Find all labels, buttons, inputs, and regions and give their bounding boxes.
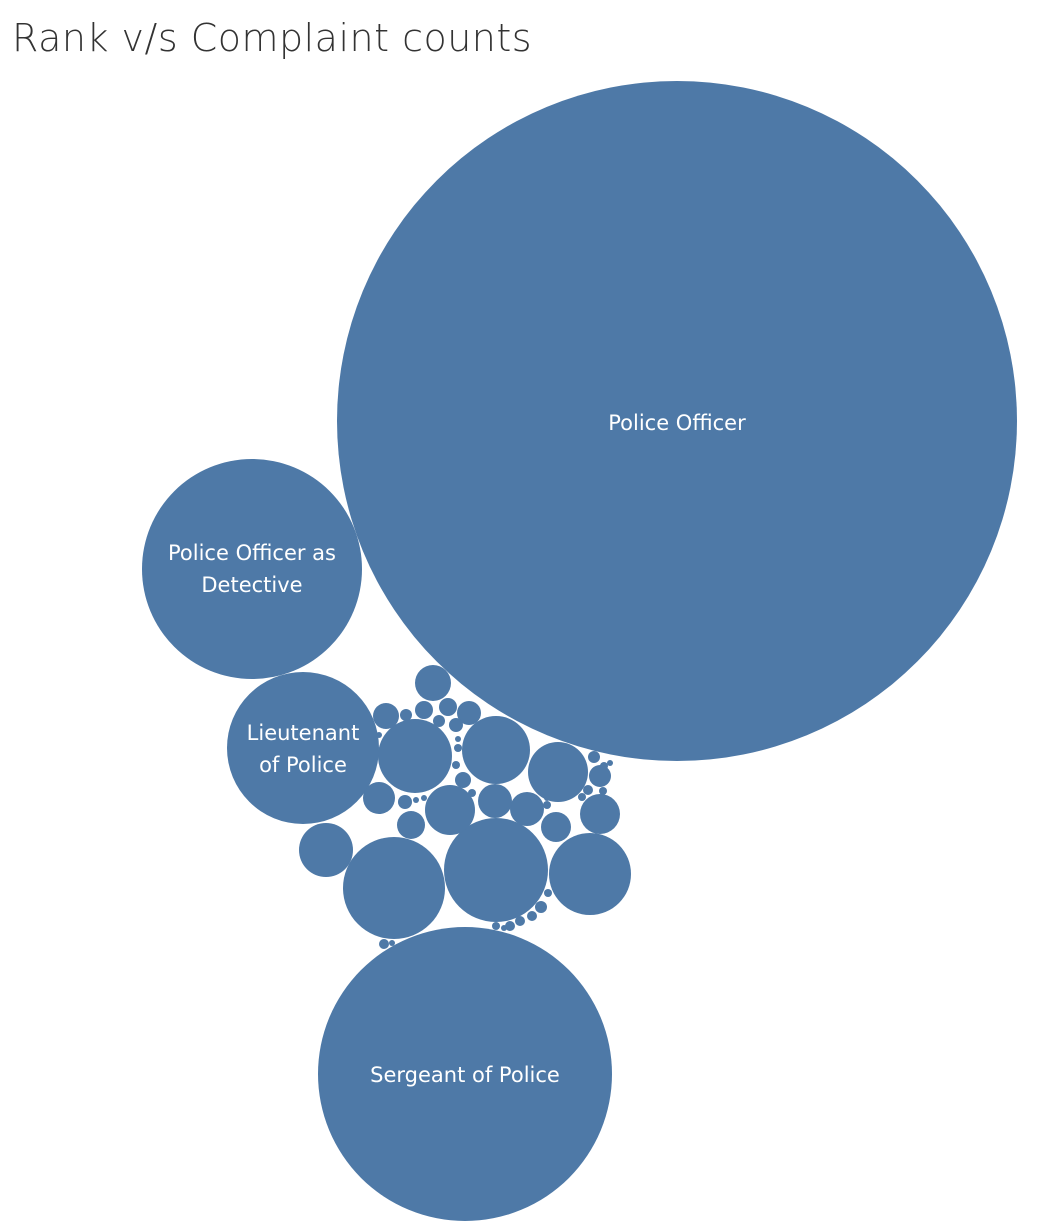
bubble-small-15[interactable] — [397, 811, 425, 839]
bubble-small-7[interactable] — [299, 823, 353, 877]
bubble-small-25[interactable] — [433, 715, 445, 727]
bubble-label: Police Officer — [608, 411, 746, 435]
bubble-small-42[interactable] — [454, 744, 462, 752]
bubble-small-44[interactable] — [421, 795, 427, 801]
bubble-small-21[interactable] — [449, 718, 463, 732]
bubble-small-27[interactable] — [527, 911, 537, 921]
bubble-small-36[interactable] — [543, 801, 551, 809]
bubble-small-14[interactable] — [541, 812, 571, 842]
bubble-small-11[interactable] — [510, 792, 544, 826]
bubble-small-28[interactable] — [515, 916, 525, 926]
bubble-small-26[interactable] — [535, 901, 547, 913]
bubble-small-46[interactable] — [389, 940, 395, 946]
bubble-small-18[interactable] — [589, 765, 611, 787]
bubble-small-3[interactable] — [549, 833, 631, 915]
bubble-small-19[interactable] — [439, 698, 457, 716]
bubble-small-48[interactable] — [607, 760, 613, 766]
bubble-small-37[interactable] — [544, 889, 552, 897]
bubble-label: Sergeant of Police — [370, 1063, 560, 1087]
bubble-small-24[interactable] — [398, 795, 412, 809]
bubble-small-17[interactable] — [457, 701, 481, 725]
bubble-small-34[interactable] — [599, 787, 607, 795]
bubble-small-4[interactable] — [378, 719, 452, 793]
bubble-small-13[interactable] — [363, 782, 395, 814]
bubble-lieutenant-of-police[interactable] — [227, 672, 379, 824]
bubble-small-2[interactable] — [343, 837, 445, 939]
bubble-small-45[interactable] — [413, 797, 419, 803]
chart-title: Rank v/s Complaint counts — [12, 16, 533, 60]
bubble-label: Lieutenant — [247, 721, 360, 745]
bubble-small-39[interactable] — [501, 925, 507, 931]
bubble-label: Detective — [201, 573, 302, 597]
bubble-small-41[interactable] — [452, 761, 460, 769]
bubble-small-8[interactable] — [425, 785, 475, 835]
bubble-small-35[interactable] — [578, 793, 586, 801]
bubble-small-20[interactable] — [415, 701, 433, 719]
bubble-small-30[interactable] — [379, 939, 389, 949]
bubble-small-9[interactable] — [580, 794, 620, 834]
bubble-small-5[interactable] — [462, 716, 530, 784]
bubble-small-12[interactable] — [478, 784, 512, 818]
bubble-police-officer-as-detective[interactable] — [142, 459, 362, 679]
bubble-small-6[interactable] — [528, 742, 588, 802]
bubble-police-officer[interactable] — [337, 81, 1017, 761]
bubble-small-32[interactable] — [600, 762, 608, 770]
bubble-label: Police Officer as — [168, 541, 336, 565]
bubble-small-38[interactable] — [492, 922, 500, 930]
bubble-small-47[interactable] — [376, 732, 382, 738]
bubble-small-33[interactable] — [583, 785, 593, 795]
bubble-small-10[interactable] — [415, 665, 451, 701]
bubble-small-16[interactable] — [373, 703, 399, 729]
bubble-small-23[interactable] — [455, 772, 471, 788]
bubble-small-43[interactable] — [455, 736, 461, 742]
bubble-small-22[interactable] — [400, 709, 412, 721]
bubble-small-49[interactable] — [544, 795, 550, 801]
bubble-small-29[interactable] — [505, 921, 515, 931]
bubble-small-31[interactable] — [588, 751, 600, 763]
bubble-sergeant-of-police[interactable] — [318, 927, 612, 1221]
bubble-small-40[interactable] — [468, 789, 476, 797]
bubble-small-1[interactable] — [444, 818, 548, 922]
bubble-label: of Police — [259, 753, 347, 777]
